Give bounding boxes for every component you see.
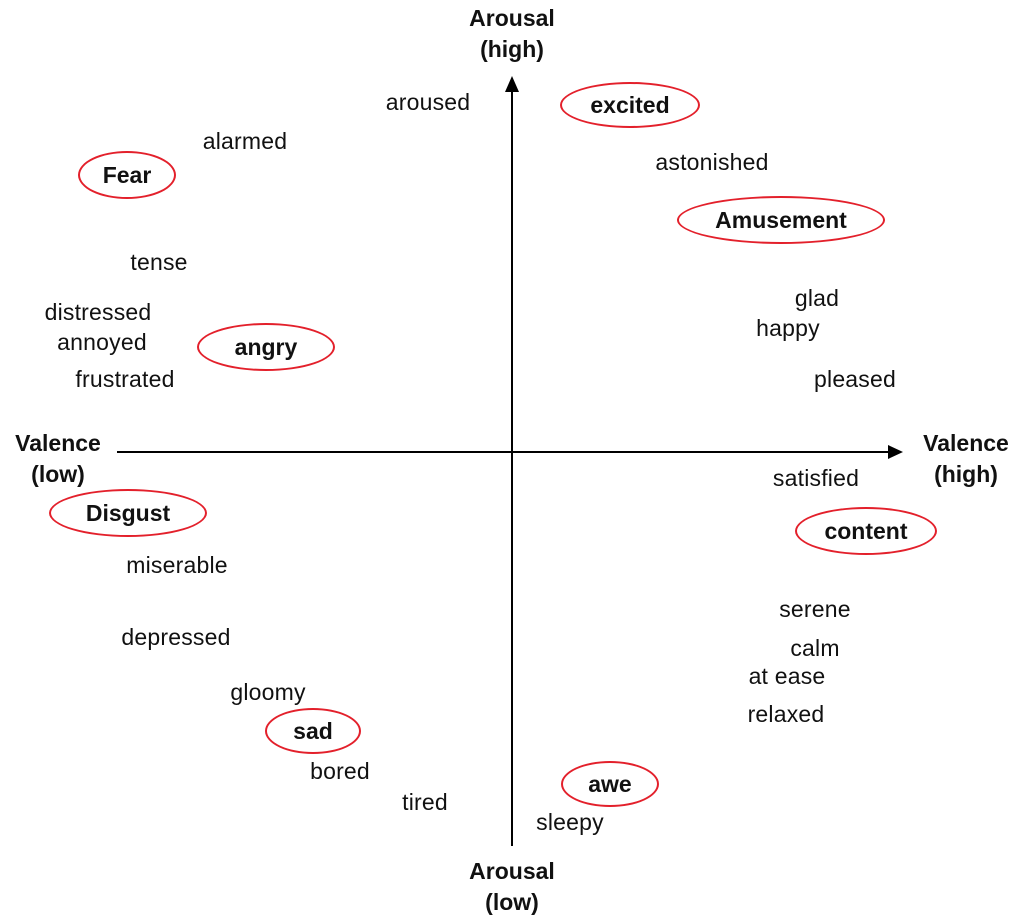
word-relaxed: relaxed [747,701,825,727]
word-glad: glad [794,285,840,311]
word-happy: happy [756,315,820,341]
valence-low-label: Valence (low) [15,430,101,487]
emotion-excited: excited [560,82,700,128]
valence-high-label: Valence (high) [923,430,1009,487]
word-distressed: distressed [44,299,152,325]
emotion-disgust: Disgust [49,489,207,537]
word-serene: serene [779,596,851,622]
word-frustrated: frustrated [75,366,175,392]
arousal-high-label: Arousal (high) [469,5,555,62]
emotion-sad: sad [265,708,361,754]
emotion-awe: awe [561,761,659,807]
word-depressed: depressed [121,624,231,650]
emotion-angry: angry [197,323,335,371]
word-sleepy: sleepy [536,809,604,835]
word-tense: tense [130,249,188,275]
emotion-content: content [795,507,937,555]
word-annoyed: annoyed [57,329,147,355]
word-alarmed: alarmed [202,128,288,154]
word-astonished: astonished [655,149,769,175]
word-miserable: miserable [126,552,228,578]
word-aroused: aroused [385,89,471,115]
arousal-arrowhead [505,76,519,92]
emotion-fear: Fear [78,151,176,199]
emotion-amusement: Amusement [677,196,885,244]
arousal-low-label: Arousal (low) [469,858,555,915]
word-bored: bored [310,758,370,784]
word-calm: calm [790,635,840,661]
word-gloomy: gloomy [230,679,306,705]
word-tired: tired [402,789,448,815]
valence-arrowhead [888,445,903,459]
word-satisfied: satisfied [772,465,860,491]
word-pleased: pleased [814,366,896,392]
word-at-ease: at ease [748,663,826,689]
